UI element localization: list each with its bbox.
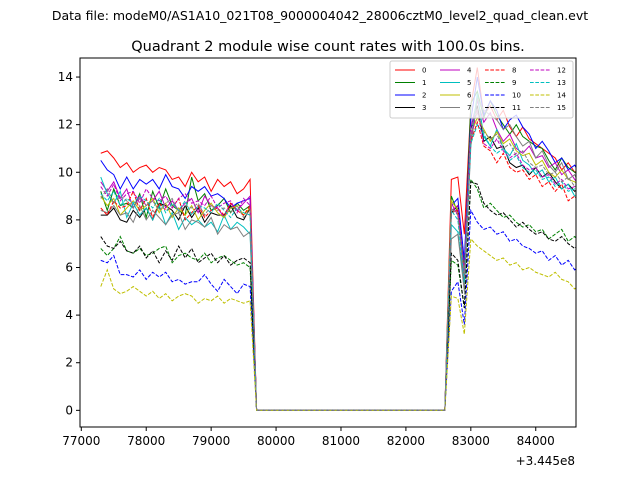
y-tick-label: 14 [58,70,73,84]
series-line-10 [100,208,576,411]
y-tick-label: 8 [65,213,73,227]
x-tick-label: 82000 [387,434,425,448]
legend-label-0: 0 [422,67,426,75]
legend-label-1: 1 [422,79,426,87]
legend-label-10: 10 [512,92,521,100]
x-tick-label: 81000 [322,434,360,448]
y-tick-label: 0 [65,403,73,417]
x-tick-label: 78000 [127,434,165,448]
series-line-5 [100,93,576,411]
x-tick-label: 77000 [62,434,100,448]
x-tick-label: 79000 [192,434,230,448]
legend-label-15: 15 [557,104,566,112]
y-tick-label: 4 [65,308,73,322]
legend-label-13: 13 [557,79,566,87]
legend-label-6: 6 [467,92,472,100]
y-tick-label: 6 [65,260,73,274]
x-tick-label: 83000 [452,434,490,448]
series-line-8 [100,120,576,411]
legend-label-14: 14 [557,92,566,100]
series-line-9 [100,177,576,411]
y-tick-label: 10 [58,165,73,179]
legend-label-2: 2 [422,92,426,100]
chart-suptitle: Data file: modeM0/AS1A10_021T08_90000040… [52,8,588,23]
series-line-15 [100,111,576,411]
plot-area-frame [79,57,577,428]
series-line-6 [100,116,576,411]
series-line-11 [100,181,576,411]
series-line-0 [100,67,576,411]
legend-label-11: 11 [512,104,521,112]
y-axis: 0 2 4 6 8 10 12 14 [58,70,80,417]
x-offset-label: +3.445e8 [516,454,575,468]
y-tick-label: 2 [65,356,73,370]
legend-label-5: 5 [467,79,471,87]
legend-label-3: 3 [422,104,426,112]
series-line-7 [100,96,576,411]
x-tick-label: 84000 [517,434,555,448]
y-tick-label: 12 [58,118,73,132]
series-line-12 [100,110,576,411]
series-line-14 [100,237,576,411]
series-lines-group [100,67,576,411]
x-tick-label: 80000 [257,434,295,448]
legend-label-8: 8 [512,67,516,75]
chart-title: Quadrant 2 module wise count rates with … [131,39,525,55]
legend-label-9: 9 [512,79,516,87]
legend-label-7: 7 [467,104,471,112]
series-line-2 [100,76,576,411]
legend-label-12: 12 [557,67,566,75]
x-axis: 77000 78000 79000 80000 81000 82000 83000 84000 [62,427,555,448]
legend-frame [389,60,574,119]
legend-label-4: 4 [467,67,472,75]
